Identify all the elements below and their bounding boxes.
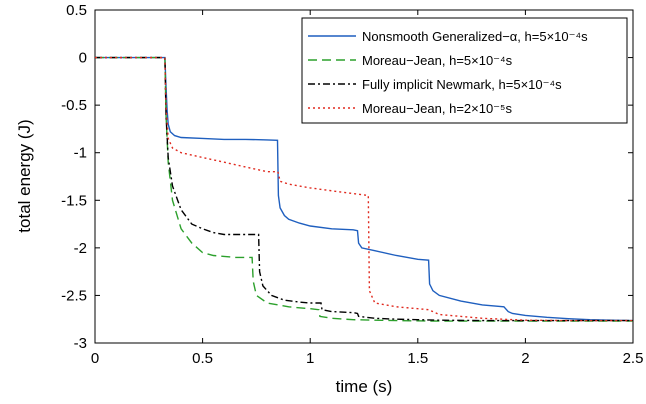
x-tick-label: 0 [91, 350, 99, 367]
x-tick-label: 1 [306, 350, 314, 367]
series-line-3 [95, 56, 633, 322]
x-tick-label: 2.5 [623, 350, 644, 367]
y-tick-label: 0 [79, 50, 87, 67]
x-axis-title: time (s) [336, 377, 393, 396]
series-line-4 [95, 56, 633, 322]
y-tick-label: 0.5 [66, 2, 87, 19]
tick-group: 0 0.5 1 1.5 2 2.5 0.5 0 -0.5 -1 -1.5 -2 -2.5 -3 [61, 2, 643, 367]
legend-box [301, 17, 628, 124]
series-group [95, 56, 634, 322]
y-tick-label: -0.5 [61, 97, 87, 114]
y-axis-title: total energy (J) [15, 119, 34, 232]
y-tick-label: -2 [74, 240, 87, 257]
legend-label: Nonsmooth Generalized−α, h=5×10⁻⁴s [362, 29, 588, 44]
x-tick-label: 2 [521, 350, 529, 367]
series-line-2 [95, 56, 633, 322]
legend-items: Nonsmooth Generalized−α, h=5×10⁻⁴s Moreau… [308, 29, 588, 116]
y-tick-label: -1 [74, 145, 87, 162]
legend-label: Moreau−Jean, h=5×10⁻⁴s [362, 53, 513, 68]
x-tick-label: 1.5 [407, 350, 428, 367]
legend: Nonsmooth Generalized−α, h=5×10⁻⁴s Moreau… [301, 17, 628, 124]
legend-label: Fully implicit Newmark, h=5×10⁻⁴s [362, 77, 562, 92]
series-line-1 [95, 56, 634, 322]
y-tick-label: -3 [74, 335, 87, 352]
y-tick-label: -2.5 [61, 287, 87, 304]
y-tick-label: -1.5 [61, 192, 87, 209]
legend-label: Moreau−Jean, h=2×10⁻⁵s [362, 101, 512, 116]
x-tick-label: 0.5 [192, 350, 213, 367]
